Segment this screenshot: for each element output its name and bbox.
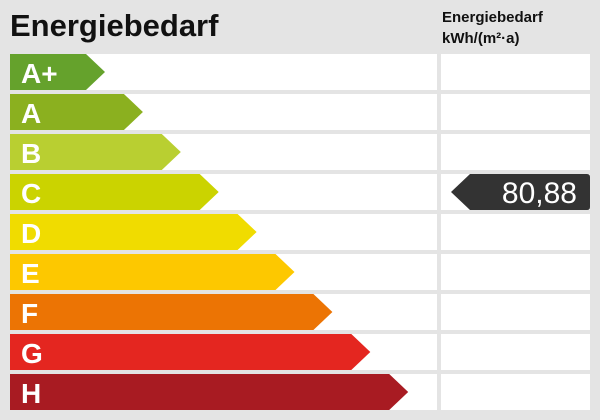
- class-arrow-G: [10, 334, 371, 370]
- class-arrow-F: [10, 294, 333, 330]
- value-cell: [441, 294, 590, 330]
- value-cell: [441, 214, 590, 250]
- class-label: D: [21, 218, 41, 249]
- value-cell: [441, 54, 590, 90]
- class-arrow-E: [10, 254, 295, 290]
- class-arrow-C: [10, 174, 219, 210]
- class-arrow-H: [10, 374, 409, 410]
- value-indicator-arrow: [451, 174, 590, 210]
- class-arrow-B: [10, 134, 181, 170]
- class-label: C: [21, 178, 41, 209]
- column-header: Energiebedarf kWh/(m²·a): [442, 7, 543, 49]
- class-label: G: [21, 338, 43, 369]
- class-arrow-A: [10, 94, 143, 130]
- value-cell: [441, 334, 590, 370]
- class-label: A: [21, 98, 41, 129]
- column-header-unit: kWh/(m²·a): [442, 30, 520, 47]
- class-label: B: [21, 138, 41, 169]
- class-arrow-D: [10, 214, 257, 250]
- value-cell: [441, 94, 590, 130]
- class-label: F: [21, 298, 38, 329]
- class-arrow-A+: [10, 54, 105, 90]
- class-label: A+: [21, 58, 58, 89]
- class-label: E: [21, 258, 40, 289]
- page-title: Energiebedarf: [10, 8, 219, 43]
- indicator-value: 80,88: [502, 177, 577, 210]
- value-cell: [441, 134, 590, 170]
- value-cell: [441, 374, 590, 410]
- value-cell: [441, 254, 590, 290]
- class-label: H: [21, 378, 41, 409]
- column-header-title: Energiebedarf: [442, 9, 543, 26]
